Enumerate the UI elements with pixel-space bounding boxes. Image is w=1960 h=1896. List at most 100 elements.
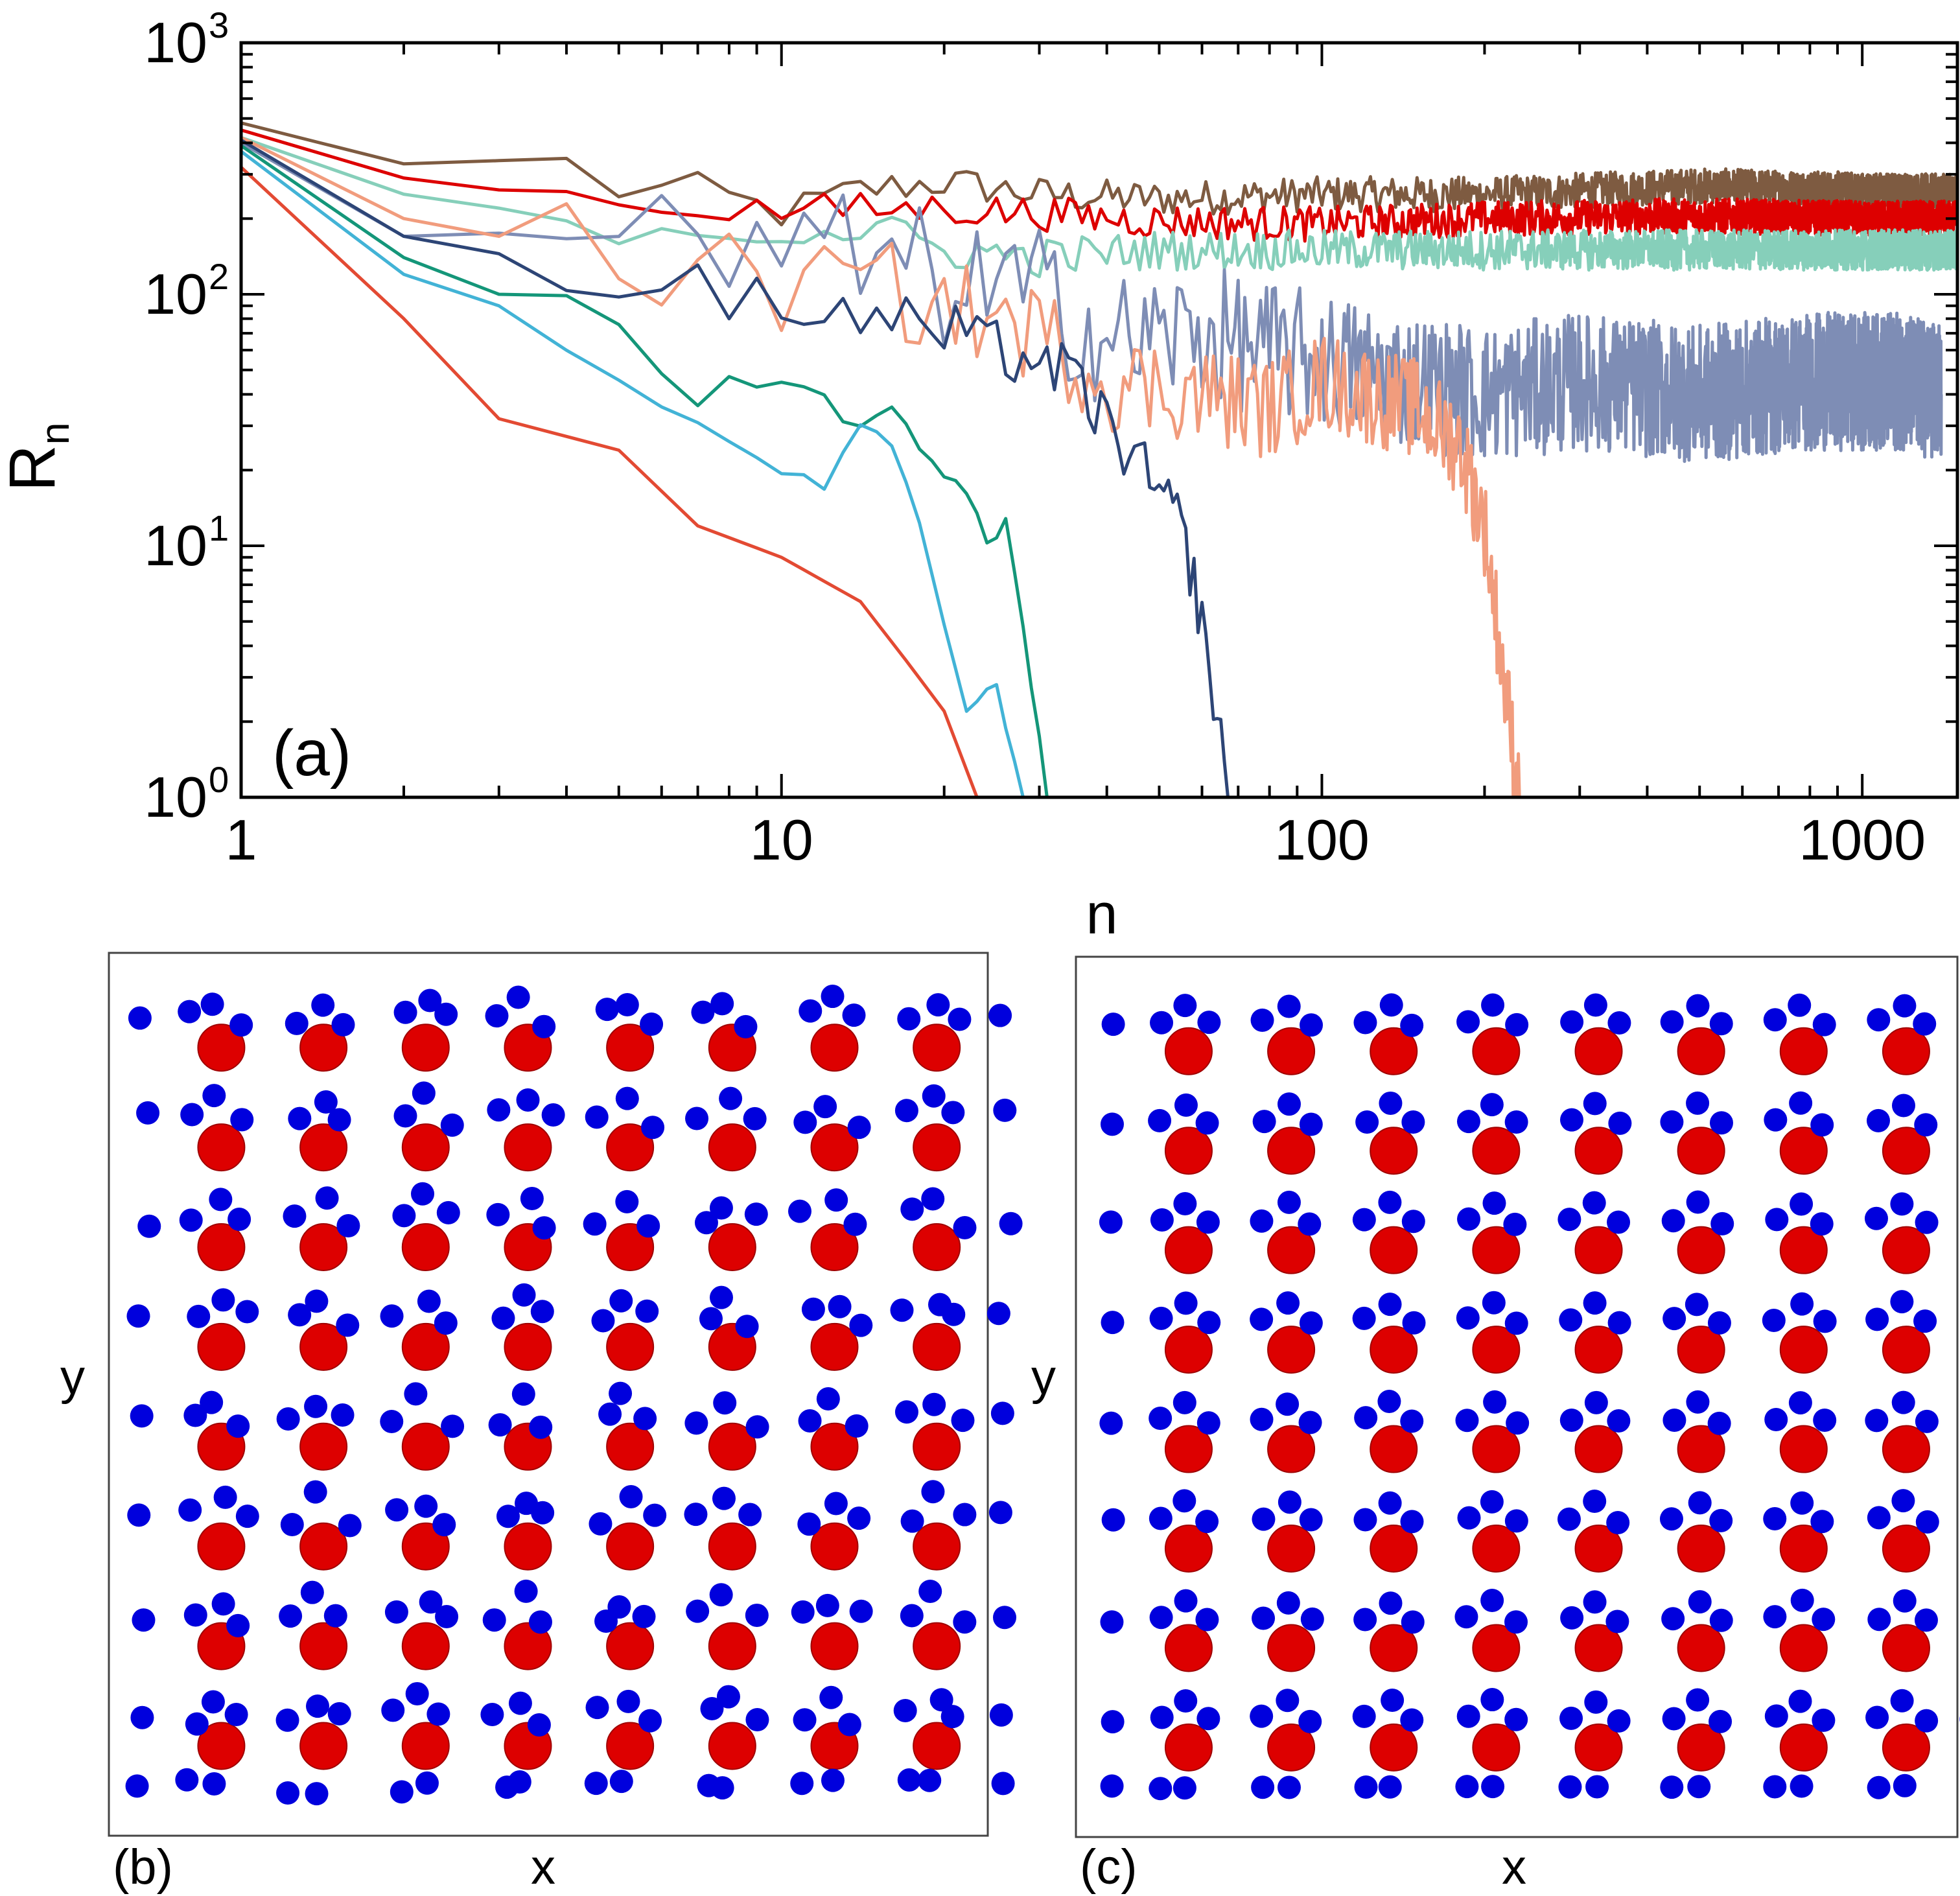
small-particle (1913, 1309, 1937, 1333)
large-particle (197, 1223, 246, 1271)
small-particle (508, 1770, 531, 1794)
small-particle (988, 1003, 1012, 1027)
panel-c-frame (1075, 955, 1959, 1838)
small-particle (528, 1610, 552, 1634)
small-particle (1583, 1590, 1607, 1614)
small-particle (583, 1212, 607, 1236)
small-particle (797, 1512, 821, 1536)
small-particle (598, 1402, 622, 1426)
small-particle (202, 1084, 226, 1108)
small-particle (1764, 1108, 1788, 1132)
small-particle (512, 1283, 536, 1307)
small-particle (1454, 1605, 1478, 1629)
small-particle (1252, 1110, 1276, 1134)
large-particle (401, 1024, 450, 1072)
small-particle (941, 1101, 965, 1125)
large-particle (1267, 1326, 1316, 1374)
small-particle (1455, 1775, 1479, 1799)
small-particle (640, 1012, 664, 1036)
small-particle (1867, 1506, 1891, 1530)
small-particle (709, 1583, 733, 1607)
small-particle (1197, 1311, 1221, 1335)
small-particle (1709, 1012, 1733, 1036)
small-particle (716, 1685, 740, 1709)
small-particle (435, 1605, 459, 1629)
small-particle (1662, 1307, 1686, 1331)
small-particle (1583, 1291, 1607, 1315)
x-tick-label: 1 (226, 808, 257, 872)
small-particle (390, 1780, 414, 1804)
large-particle (708, 1522, 756, 1571)
small-particle (1252, 1606, 1276, 1630)
small-particle (130, 1404, 154, 1428)
small-particle (991, 1772, 1015, 1796)
large-particle (299, 1223, 348, 1271)
small-particle (1149, 1606, 1173, 1630)
small-particle (209, 1188, 233, 1211)
small-particle (415, 1771, 439, 1795)
large-particle (401, 1422, 450, 1471)
small-particle (132, 1608, 156, 1632)
large-particle (504, 1322, 552, 1371)
small-particle (1688, 1491, 1712, 1515)
large-particle (1677, 1127, 1725, 1175)
small-particle (589, 1512, 612, 1536)
large-particle (1574, 1226, 1623, 1274)
large-particle (1677, 1624, 1725, 1672)
panel-c-y-label: y (1031, 1350, 1056, 1405)
small-particle (417, 1289, 441, 1313)
small-particle (1584, 1390, 1608, 1414)
small-particle (1352, 1208, 1376, 1232)
large-particle (1779, 1525, 1828, 1573)
small-particle (684, 1503, 708, 1527)
small-particle (404, 1382, 428, 1406)
small-particle (821, 985, 845, 1009)
small-particle (1709, 1608, 1733, 1632)
large-particle (1370, 1624, 1418, 1672)
small-particle (1457, 1506, 1481, 1530)
small-particle (1101, 1508, 1125, 1532)
small-particle (384, 1600, 408, 1624)
small-particle (685, 1106, 709, 1130)
small-particle (1813, 1408, 1837, 1432)
small-particle (1277, 1092, 1301, 1116)
small-particle (1456, 1306, 1480, 1330)
small-particle (990, 1401, 1014, 1425)
small-particle (1196, 1210, 1220, 1234)
large-particle (504, 1622, 552, 1670)
small-particle (175, 1768, 199, 1792)
small-particle (816, 1387, 840, 1410)
small-particle (745, 1708, 769, 1732)
small-particle (1891, 1390, 1915, 1414)
small-particle (1763, 1507, 1787, 1531)
small-particle (211, 1592, 235, 1616)
small-particle (1686, 1390, 1710, 1414)
small-particle (821, 1768, 845, 1792)
small-particle (279, 1604, 303, 1628)
small-particle (127, 1503, 151, 1527)
large-particle (299, 1322, 348, 1371)
large-particle (197, 1522, 246, 1571)
small-particle (1300, 1013, 1324, 1037)
large-particle (1267, 1624, 1316, 1672)
large-particle (606, 1024, 655, 1072)
large-particle (1370, 1723, 1418, 1772)
small-particle (1503, 1212, 1527, 1236)
large-particle (1370, 1326, 1418, 1374)
small-particle (709, 1196, 733, 1220)
small-particle (482, 1608, 506, 1632)
small-particle (1504, 1610, 1528, 1634)
small-particle (641, 1116, 665, 1140)
small-particle (419, 1590, 443, 1614)
small-particle (1867, 1775, 1891, 1799)
small-particle (1401, 1610, 1425, 1634)
small-particle (1557, 1507, 1581, 1531)
small-particle (636, 1214, 660, 1238)
large-particle (1574, 1723, 1623, 1772)
small-particle (306, 1694, 330, 1718)
small-particle (1174, 1589, 1198, 1613)
small-particle (1584, 1690, 1608, 1714)
large-particle (1779, 1624, 1828, 1672)
small-particle (235, 1504, 259, 1528)
series-group (241, 121, 1957, 797)
